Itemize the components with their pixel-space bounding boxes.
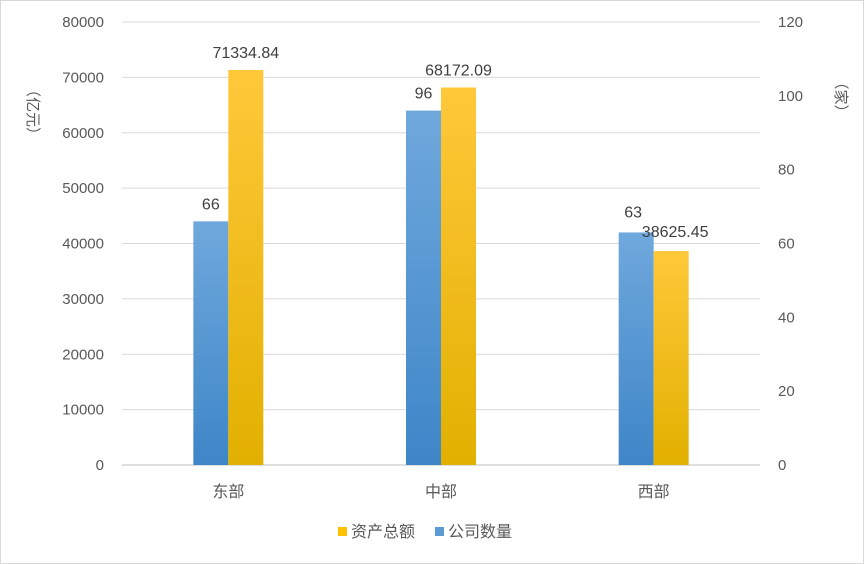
right-axis-ticks: 0 20 40 60 80 100 120 (778, 14, 803, 474)
right-tick-label: 100 (778, 88, 803, 105)
right-tick-label: 20 (778, 383, 795, 400)
category-labels: 东部 中部 西部 (212, 482, 669, 501)
right-tick-label: 80 (778, 162, 795, 179)
left-tick-label: 0 (96, 457, 104, 474)
category-label: 东部 (212, 482, 244, 501)
right-tick-label: 60 (778, 236, 795, 253)
right-tick-label: 0 (778, 457, 786, 474)
data-label: 71334.84 (212, 45, 279, 62)
category-label: 中部 (425, 482, 457, 501)
data-label: 38625.45 (642, 224, 709, 241)
bar (653, 251, 689, 465)
data-label: 96 (415, 86, 433, 103)
bar (228, 69, 264, 465)
left-tick-label: 70000 (62, 69, 104, 86)
left-tick-label: 30000 (62, 291, 104, 308)
left-axis-ticks: 0 10000 20000 30000 40000 50000 60000 70000 8000… (62, 14, 104, 474)
left-tick-label: 40000 (62, 236, 104, 253)
data-label: 68172.09 (425, 62, 492, 79)
bar (193, 221, 229, 465)
left-axis-unit: （亿元） (24, 82, 42, 142)
legend-label: 公司数量 (448, 522, 512, 541)
legend-label: 资产总额 (351, 522, 415, 541)
left-tick-label: 50000 (62, 180, 104, 197)
right-tick-label: 40 (778, 309, 795, 326)
axis-unit-labels: （亿元） （家） (24, 74, 850, 142)
bar (441, 87, 476, 465)
legend: 资产总额 公司数量 (338, 522, 512, 541)
category-label: 西部 (638, 482, 670, 501)
data-label: 66 (202, 196, 220, 213)
legend-swatch (338, 527, 347, 536)
bar (618, 232, 654, 465)
bar (406, 110, 441, 465)
right-tick-label: 120 (778, 14, 803, 31)
legend-swatch (435, 527, 444, 536)
data-label: 63 (624, 204, 642, 221)
left-tick-label: 10000 (62, 402, 104, 419)
right-axis-unit: （家） (832, 74, 850, 119)
bars (193, 69, 689, 465)
left-tick-label: 80000 (62, 14, 104, 31)
left-tick-label: 60000 (62, 125, 104, 142)
left-tick-label: 20000 (62, 346, 104, 363)
